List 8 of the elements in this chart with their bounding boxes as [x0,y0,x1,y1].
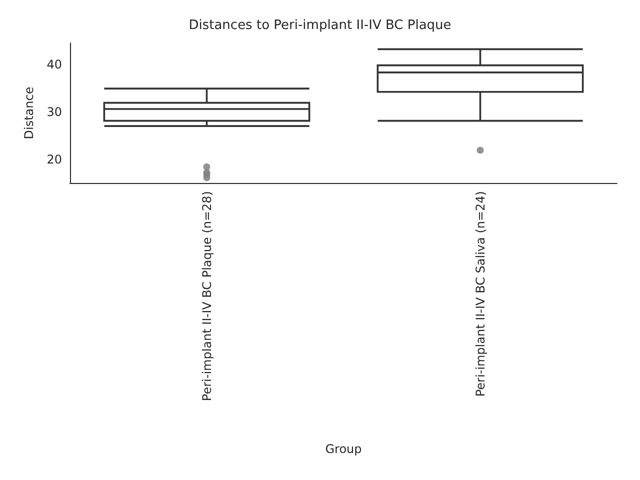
x-axis-title: Group [325,442,362,456]
y-tick-label: 30 [46,104,62,119]
y-axis-title: Distance [22,86,36,140]
chart-title: Distances to Peri-implant II-IV BC Plaque [188,18,452,33]
y-tick-label: 40 [46,57,62,72]
y-tick-label: 20 [46,152,62,166]
x-tick-label: Peri-implant II-IV BC Plaque (n=28) [200,191,214,402]
x-tick-label: Peri-implant II-IV BC Saliva (n=24) [473,191,488,397]
